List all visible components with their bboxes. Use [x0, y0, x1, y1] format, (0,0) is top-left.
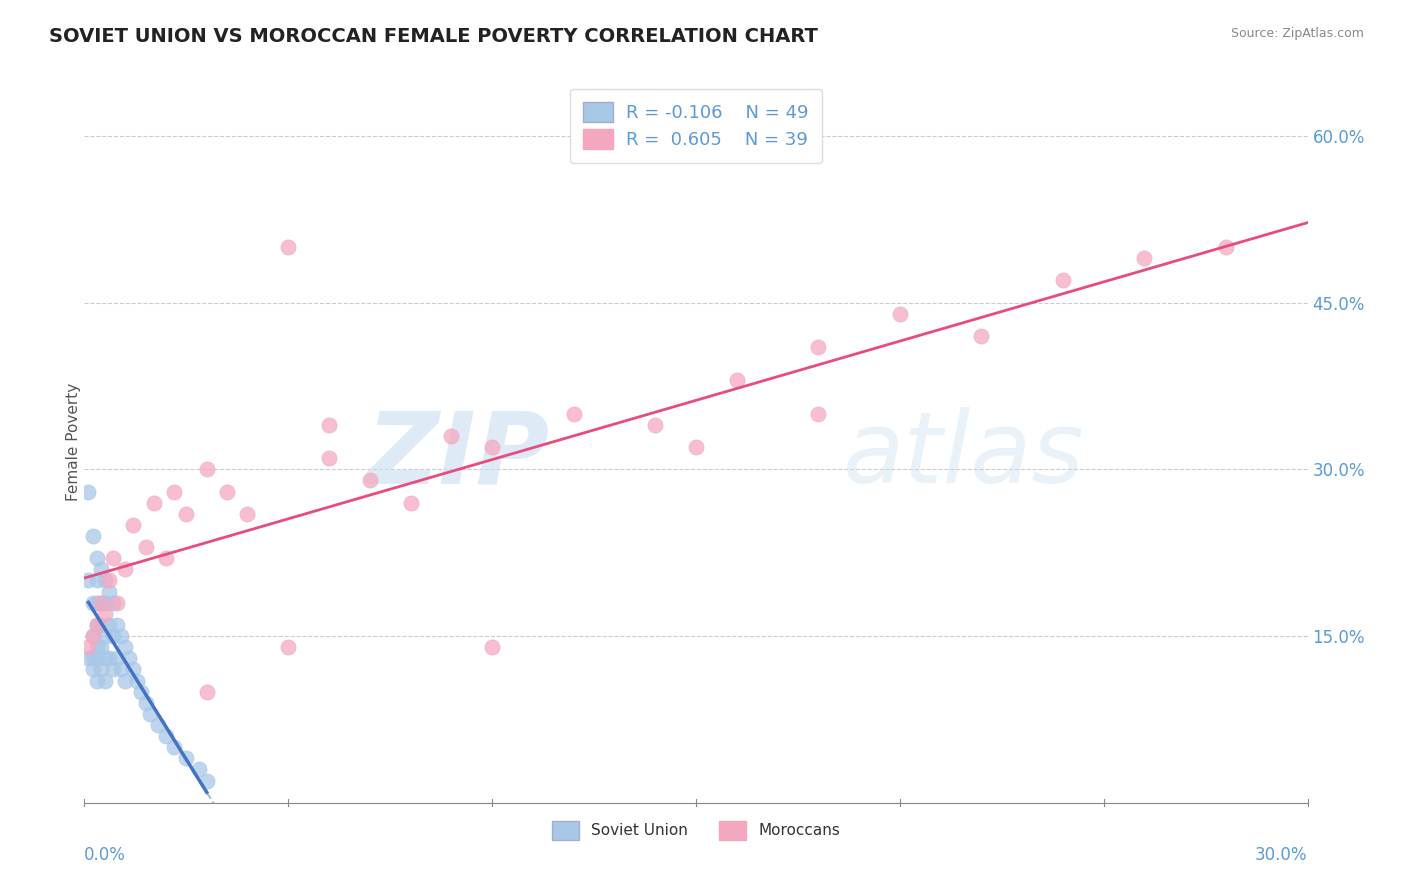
- Point: [135, 696, 157, 710]
- Point: [97, 651, 120, 665]
- Point: [86, 618, 108, 632]
- Point: [101, 551, 124, 566]
- Point: [163, 484, 186, 499]
- Point: [138, 706, 160, 721]
- Point: [77, 484, 100, 499]
- Point: [114, 562, 136, 576]
- Text: Source: ZipAtlas.com: Source: ZipAtlas.com: [1230, 27, 1364, 40]
- Point: [187, 763, 209, 777]
- Point: [127, 673, 149, 688]
- Point: [97, 584, 120, 599]
- Point: [155, 729, 177, 743]
- Point: [105, 596, 128, 610]
- Point: [90, 562, 112, 576]
- Point: [90, 640, 112, 655]
- Point: [399, 496, 422, 510]
- Point: [807, 407, 830, 421]
- Point: [93, 673, 115, 688]
- Point: [318, 417, 340, 432]
- Point: [970, 329, 993, 343]
- Point: [82, 629, 104, 643]
- Text: 0.0%: 0.0%: [84, 847, 127, 864]
- Point: [101, 596, 124, 610]
- Point: [110, 629, 132, 643]
- Point: [155, 551, 177, 566]
- Point: [90, 596, 112, 610]
- Point: [122, 517, 145, 532]
- Point: [90, 596, 112, 610]
- Point: [889, 307, 911, 321]
- Point: [174, 751, 197, 765]
- Point: [77, 574, 100, 588]
- Point: [195, 462, 218, 476]
- Point: [236, 507, 259, 521]
- Point: [644, 417, 666, 432]
- Point: [146, 718, 169, 732]
- Point: [97, 574, 120, 588]
- Point: [131, 684, 153, 698]
- Point: [93, 651, 115, 665]
- Point: [217, 484, 239, 499]
- Point: [97, 618, 120, 632]
- Point: [86, 551, 108, 566]
- Point: [142, 496, 165, 510]
- Point: [685, 440, 707, 454]
- Point: [114, 673, 136, 688]
- Point: [101, 629, 124, 643]
- Point: [86, 574, 108, 588]
- Y-axis label: Female Poverty: Female Poverty: [66, 383, 80, 500]
- Point: [101, 662, 124, 676]
- Point: [86, 673, 108, 688]
- Point: [725, 373, 748, 387]
- Point: [86, 651, 108, 665]
- Point: [90, 662, 112, 676]
- Text: atlas: atlas: [842, 408, 1084, 505]
- Point: [93, 607, 115, 621]
- Point: [77, 640, 100, 655]
- Point: [174, 507, 197, 521]
- Text: 30.0%: 30.0%: [1256, 847, 1308, 864]
- Point: [318, 451, 340, 466]
- Point: [195, 684, 218, 698]
- Point: [1052, 273, 1074, 287]
- Point: [122, 662, 145, 676]
- Point: [114, 640, 136, 655]
- Point: [93, 574, 115, 588]
- Point: [86, 596, 108, 610]
- Point: [82, 629, 104, 643]
- Point: [86, 640, 108, 655]
- Point: [481, 640, 503, 655]
- Point: [82, 651, 104, 665]
- Point: [82, 662, 104, 676]
- Point: [93, 596, 115, 610]
- Point: [82, 529, 104, 543]
- Point: [105, 651, 128, 665]
- Point: [118, 651, 141, 665]
- Point: [562, 407, 585, 421]
- Point: [195, 773, 218, 788]
- Point: [77, 651, 100, 665]
- Text: SOVIET UNION VS MOROCCAN FEMALE POVERTY CORRELATION CHART: SOVIET UNION VS MOROCCAN FEMALE POVERTY …: [49, 27, 818, 45]
- Point: [277, 640, 299, 655]
- Point: [277, 240, 299, 254]
- Legend: Soviet Union, Moroccans: Soviet Union, Moroccans: [546, 815, 846, 846]
- Point: [481, 440, 503, 454]
- Point: [105, 618, 128, 632]
- Point: [86, 618, 108, 632]
- Point: [440, 429, 463, 443]
- Point: [1133, 251, 1156, 265]
- Point: [359, 474, 381, 488]
- Point: [82, 596, 104, 610]
- Point: [90, 618, 112, 632]
- Point: [110, 662, 132, 676]
- Text: ZIP: ZIP: [366, 408, 550, 505]
- Point: [93, 629, 115, 643]
- Point: [1215, 240, 1237, 254]
- Point: [807, 340, 830, 354]
- Point: [135, 540, 157, 554]
- Point: [163, 740, 186, 755]
